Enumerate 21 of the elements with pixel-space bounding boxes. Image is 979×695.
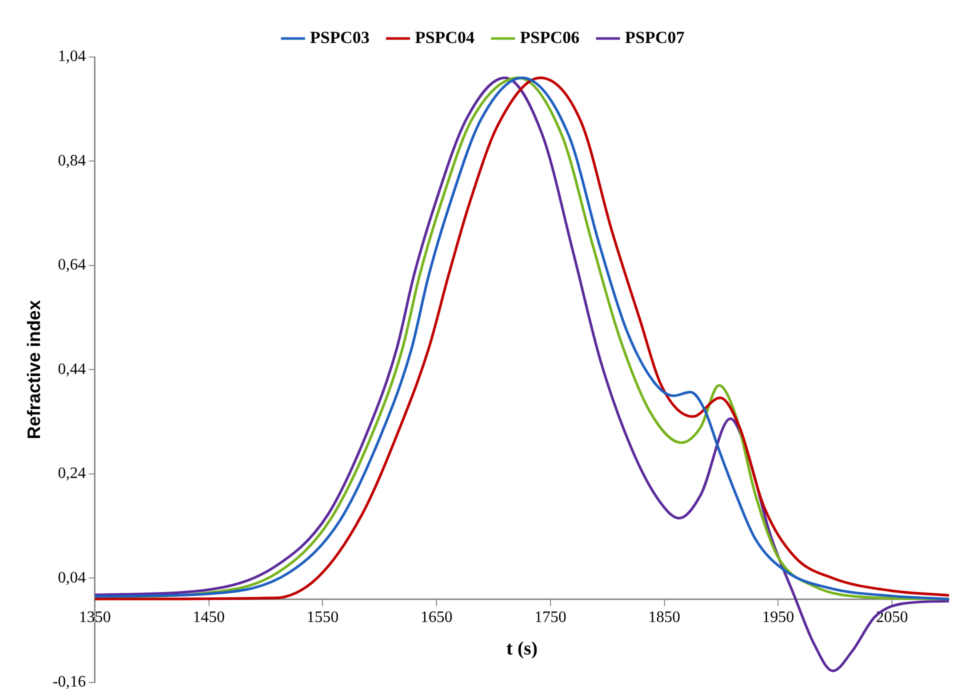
x-axis-title: t (s) (506, 638, 538, 660)
legend-label: PSPC03 (310, 28, 370, 47)
x-tick-label: 1650 (420, 608, 453, 626)
x-tick-label: 1350 (78, 608, 111, 626)
y-tick-label: 0,04 (58, 569, 86, 586)
legend-label: PSPC07 (625, 28, 685, 47)
x-tick-label: 2050 (876, 608, 908, 626)
x-tick-label: 1450 (192, 608, 225, 626)
y-tick-label: 0,44 (58, 360, 86, 378)
y-tick-label: 0,84 (58, 152, 86, 170)
y-tick-label: 0,24 (58, 465, 86, 482)
legend-label: PSPC06 (520, 28, 580, 47)
x-tick-label: 1750 (534, 608, 566, 626)
y-tick-label: -0,16 (52, 674, 86, 691)
y-tick-label: 0,64 (58, 256, 86, 274)
legend-label: PSPC04 (415, 28, 475, 47)
x-tick-label: 1950 (762, 608, 794, 626)
x-tick-label: 1850 (648, 608, 680, 626)
y-axis-title: Refractive index (24, 300, 44, 440)
x-tick-label: 1550 (306, 608, 339, 626)
y-tick-label: 1,04 (58, 48, 86, 66)
